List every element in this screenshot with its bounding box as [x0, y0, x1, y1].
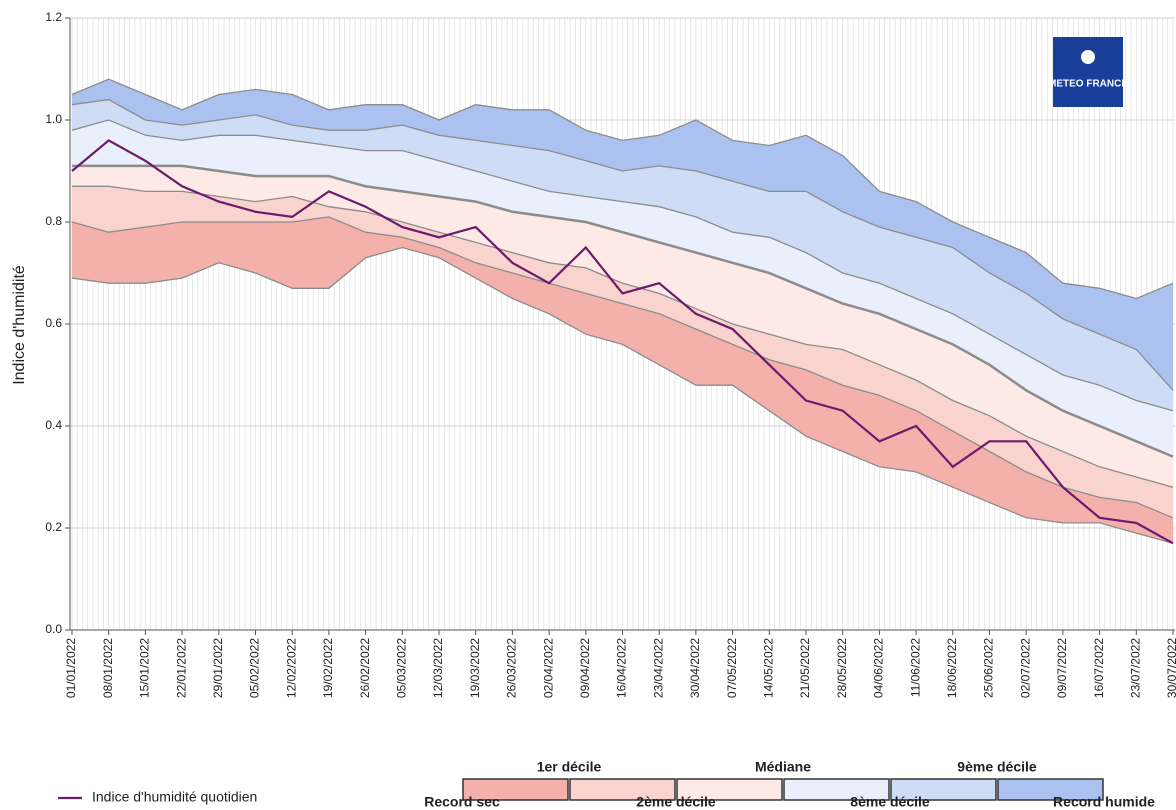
x-tick-label: 08/01/2022: [101, 638, 115, 698]
y-tick-label: 1.0: [45, 112, 62, 126]
y-tick-label: 0.8: [45, 214, 62, 228]
legend-swatch: [997, 778, 1104, 801]
logo-text: METEO FRANCE: [1048, 79, 1128, 90]
legend-swatch: [890, 778, 997, 801]
legend-label: Record sec: [424, 794, 500, 810]
x-tick-label: 11/06/2022: [908, 638, 922, 697]
x-tick-label: 07/05/2022: [725, 638, 739, 698]
x-tick-label: 30/04/2022: [688, 638, 702, 698]
legend-label: 8ème décile: [850, 794, 930, 810]
x-tick-label: 09/04/2022: [578, 638, 592, 698]
y-axis-label: Indice d'humidité: [11, 265, 28, 385]
x-tick-label: 02/04/2022: [541, 638, 555, 698]
bound-line: [72, 164, 1174, 458]
x-tick-label: 25/06/2022: [982, 638, 996, 698]
bound-line: [71, 78, 1174, 300]
x-tick-label: 21/05/2022: [798, 638, 812, 698]
bound-line: [71, 119, 1174, 412]
x-tick-label: 05/02/2022: [248, 638, 262, 698]
x-tick-label: 19/02/2022: [321, 638, 335, 698]
bound-line: [72, 185, 1174, 488]
x-tick-label: 26/03/2022: [505, 638, 519, 698]
x-tick-label: 22/01/2022: [174, 638, 188, 698]
logo-icon: [1081, 50, 1095, 64]
x-tick-label: 23/07/2022: [1128, 638, 1142, 698]
legend-label: Médiane: [755, 759, 811, 775]
x-tick-label: 12/03/2022: [431, 638, 445, 698]
index-line: [71, 139, 1174, 545]
x-tick-label: 19/03/2022: [468, 638, 482, 698]
bound-line: [71, 246, 1174, 544]
x-tick-label: 23/04/2022: [651, 638, 665, 698]
x-tick-label: 02/07/2022: [1018, 638, 1032, 698]
x-tick-label: 15/01/2022: [138, 638, 152, 698]
bound-line: [71, 98, 1174, 391]
logo: [1053, 37, 1123, 107]
legend-label: Record humide: [1053, 794, 1155, 810]
x-tick-label: 29/01/2022: [211, 638, 225, 698]
band: [72, 186, 1173, 518]
x-tick-label: 09/07/2022: [1055, 638, 1069, 698]
y-tick-label: 0.4: [45, 418, 62, 432]
legend-label: 2ème décile: [636, 794, 716, 810]
x-tick-label: 04/06/2022: [872, 638, 886, 698]
legend-label: 1er décile: [537, 759, 602, 775]
x-tick-label: 16/04/2022: [615, 638, 629, 698]
x-tick-label: 18/06/2022: [945, 638, 959, 698]
x-tick-label: 12/02/2022: [284, 638, 298, 698]
y-tick-label: 0.0: [45, 622, 62, 636]
y-tick-label: 0.2: [45, 520, 62, 534]
legend-label: 9ème décile: [957, 759, 1037, 775]
x-tick-label: 05/03/2022: [394, 638, 408, 698]
band: [72, 99, 1173, 411]
x-tick-label: 26/02/2022: [358, 638, 372, 698]
legend-swatch: [462, 778, 569, 801]
x-tick-label: 28/05/2022: [835, 638, 849, 698]
legend-swatch: [569, 778, 676, 801]
x-tick-label: 16/07/2022: [1092, 638, 1106, 698]
legend-swatch: [676, 778, 783, 801]
y-tick-label: 0.6: [45, 316, 62, 330]
x-tick-label: 14/05/2022: [761, 638, 775, 698]
band: [72, 120, 1173, 457]
y-tick-label: 1.2: [45, 10, 62, 24]
legend-label: Indice d'humidité quotidien: [92, 789, 257, 805]
bound-line: [71, 216, 1174, 519]
legend-swatch: [783, 778, 890, 801]
x-tick-label: 01/01/2022: [64, 638, 78, 698]
band: [72, 216, 1173, 544]
x-tick-label: 30/07/2022: [1165, 638, 1176, 698]
